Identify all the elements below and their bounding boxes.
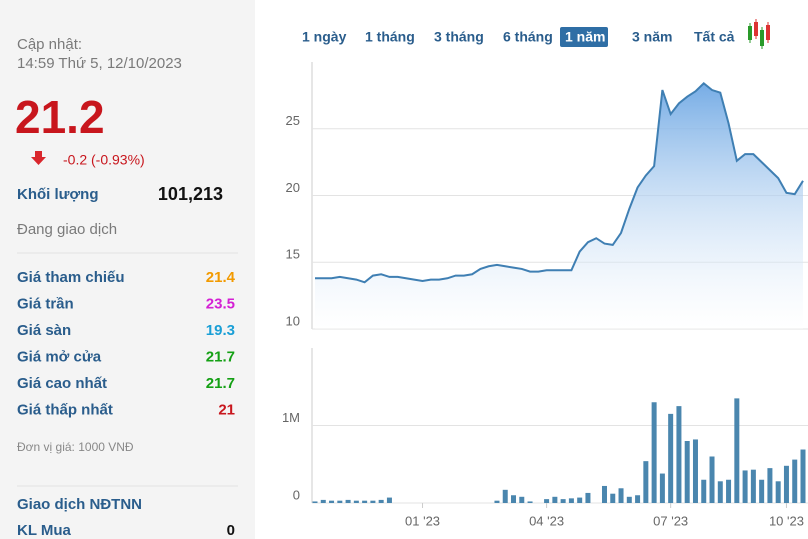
volume-bar — [345, 499, 351, 503]
stat-value: 19.3 — [206, 322, 235, 339]
volume-bar — [370, 500, 376, 503]
volume-bar — [775, 481, 781, 503]
volume-bar — [312, 501, 318, 503]
volume-bar — [726, 479, 732, 503]
volume-bar — [511, 495, 517, 503]
volume-bar — [337, 500, 343, 503]
volume-bar — [635, 495, 641, 503]
volume-bar — [800, 449, 806, 503]
volume-bar — [783, 465, 789, 503]
price-line — [315, 82, 804, 284]
x-tick-label: 01 '23 — [405, 513, 440, 528]
x-tick-label: 07 '23 — [653, 513, 688, 528]
volume-bar — [750, 469, 756, 503]
range-button[interactable]: Tất cả — [694, 29, 735, 45]
down-arrow — [31, 151, 46, 165]
candle-icon — [766, 25, 770, 40]
y-tick-label: 0 — [293, 487, 300, 502]
volume-bar — [759, 479, 765, 503]
stat-label: Giá cao nhất — [17, 375, 107, 392]
volume-bar — [717, 481, 723, 503]
candle-icon — [754, 22, 758, 36]
volume-bar — [610, 493, 616, 503]
volume-bar — [320, 499, 326, 503]
volume-bar — [643, 461, 649, 503]
y-tick-label: 15 — [286, 247, 300, 262]
x-tick-label: 04 '23 — [529, 513, 564, 528]
stat-label: Giá tham chiếu — [17, 269, 125, 286]
volume-bar — [792, 459, 798, 503]
x-tick-label: 10 '23 — [769, 513, 804, 528]
volume-bar — [386, 497, 392, 503]
stat-value: 21 — [218, 401, 235, 418]
volume-bar — [734, 398, 740, 503]
foreign-value: 0 — [227, 522, 235, 539]
volume-bar — [362, 500, 368, 503]
volume-bar — [353, 500, 359, 503]
volume-bar — [767, 468, 773, 503]
volume-bar — [527, 501, 533, 503]
volume-bar — [709, 456, 715, 503]
volume-value: 101,213 — [158, 184, 223, 204]
foreign-title: Giao dịch NĐTNN — [17, 496, 142, 513]
stat-label: Giá thấp nhất — [17, 401, 113, 418]
volume-bar — [544, 499, 550, 503]
y-tick-label: 10 — [286, 313, 300, 328]
updated-time: 14:59 Thứ 5, 12/10/2023 — [17, 55, 182, 72]
volume-bar — [659, 473, 665, 503]
candle-icon — [760, 30, 764, 46]
volume-bar — [585, 492, 591, 503]
range-button[interactable]: 1 năm — [565, 29, 605, 45]
volume-bar — [568, 498, 574, 503]
volume-bar — [701, 479, 707, 503]
status: Đang giao dịch — [17, 221, 117, 238]
change: -0.2 (-0.93%) — [63, 152, 145, 168]
volume-bar — [560, 499, 566, 503]
stat-label: Giá trần — [17, 295, 74, 312]
range-button-bg[interactable] — [560, 27, 608, 47]
volume-bar — [329, 500, 335, 503]
volume-bar — [651, 402, 657, 503]
unit-note: Đơn vị giá: 1000 VNĐ — [17, 440, 134, 454]
side-panel — [0, 0, 255, 539]
price: 21.2 — [15, 91, 105, 143]
volume-bar — [519, 496, 525, 503]
stat-value: 21.7 — [206, 348, 235, 365]
y-tick-label: 20 — [286, 180, 300, 195]
volume-bar — [494, 500, 500, 503]
range-button[interactable]: 6 tháng — [503, 29, 553, 45]
stat-value: 21.4 — [206, 269, 236, 286]
volume-bar — [577, 497, 583, 503]
range-button[interactable]: 3 năm — [632, 29, 672, 45]
volume-bar — [626, 496, 632, 503]
y-tick-label: 25 — [286, 113, 300, 128]
range-button[interactable]: 1 ngày — [302, 29, 347, 45]
volume-bar — [618, 488, 624, 503]
volume-bar — [742, 470, 748, 503]
stat-value: 21.7 — [206, 375, 235, 392]
volume-bar — [601, 485, 607, 503]
candle-icon — [748, 26, 752, 40]
volume-bar — [676, 406, 682, 503]
updated-label: Cập nhật: — [17, 36, 82, 53]
range-button[interactable]: 1 tháng — [365, 29, 415, 45]
range-button[interactable]: 3 tháng — [434, 29, 484, 45]
volume-bar — [668, 413, 674, 503]
volume-bar — [502, 489, 508, 503]
price-area — [315, 83, 803, 329]
y-tick-label: 1M — [282, 410, 300, 425]
volume-label: Khối lượng — [17, 186, 99, 203]
volume-bar — [552, 496, 558, 503]
stat-label: Giá sàn — [17, 322, 71, 339]
stat-value: 23.5 — [206, 295, 235, 312]
foreign-label: KL Mua — [17, 522, 72, 539]
stat-label: Giá mở cửa — [17, 348, 102, 365]
volume-bar — [378, 499, 384, 503]
volume-bar — [684, 441, 690, 503]
volume-bar — [692, 439, 698, 503]
